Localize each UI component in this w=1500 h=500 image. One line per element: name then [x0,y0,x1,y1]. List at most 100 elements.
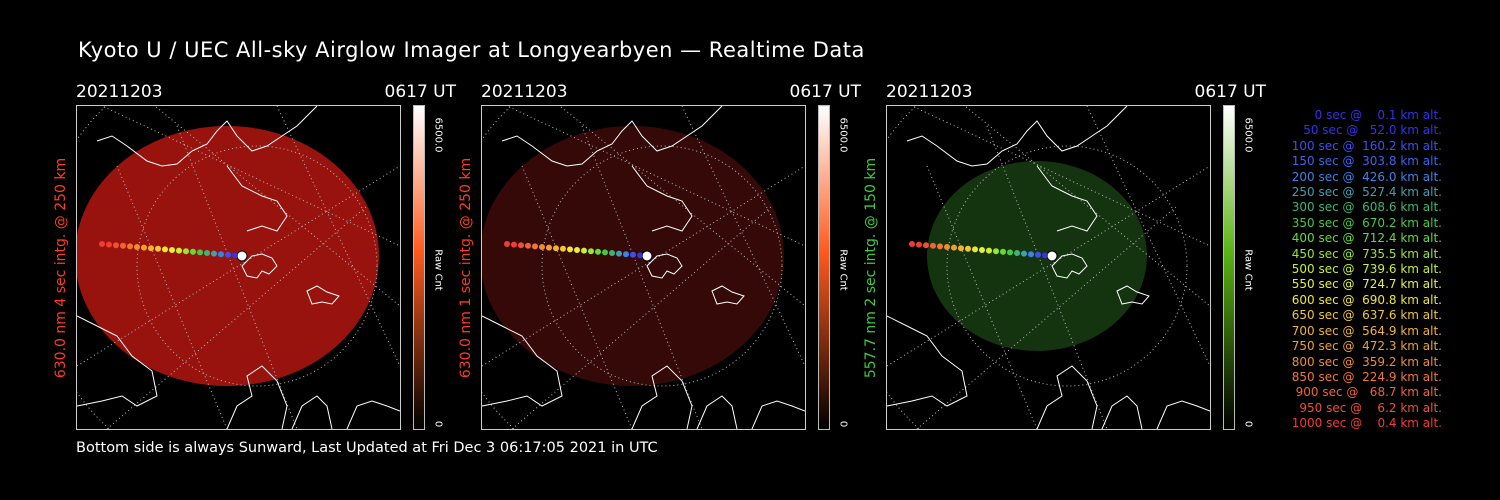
trajectory-point [197,249,203,256]
trajectory-point [162,246,168,253]
trajectory-point [965,245,971,252]
trajectory-point [99,241,105,247]
trajectory-point [944,244,950,250]
panel-time: 0617 UT [789,82,862,102]
trajectory-point [120,242,126,249]
trajectory-point [560,245,566,252]
trajectory-point [930,242,936,249]
colorbar-unit: Raw Cnt [1239,230,1257,310]
latlon-grid [77,106,400,429]
trajectory-point [1021,250,1027,257]
trajectory-point [993,248,999,255]
colorbar-max-text: 6500.0 [1242,117,1254,153]
colorbar-max: 6500.0 [1239,105,1257,165]
trajectory-point [979,247,985,253]
trajectory-point [916,241,922,248]
rocket-trajectory [99,241,248,262]
all-sky-map [886,105,1211,430]
trajectory-point [211,250,217,257]
colorbar-max: 6500.0 [429,105,447,165]
trajectory-legend: 0 sec @ 0.1 km alt. 50 sec @ 52.0 km alt… [1262,108,1442,432]
trajectory-point [623,251,629,258]
trajectory-point [630,251,636,258]
panel-time: 0617 UT [1194,82,1267,102]
trajectory-point [113,242,119,249]
trajectory-point [1000,248,1006,255]
trajectory-point [525,242,531,249]
legend-entry: 1000 sec @ 0.4 km alt. [1291,416,1442,431]
trajectory-point [616,250,622,257]
trajectory-point [958,245,964,252]
trajectory-point [539,244,545,250]
trajectory-point [602,249,608,256]
trajectory-point [1028,251,1034,258]
trajectory-point [986,247,992,254]
trajectory-point [574,247,580,253]
trajectory-point [134,244,140,250]
legend-entry: 450 sec @ 735.5 km alt. [1287,246,1442,261]
legend-entry: 550 sec @ 724.7 km alt. [1287,277,1442,292]
trajectory-point [148,245,154,252]
trajectory-point [1042,252,1048,259]
trajectory-point [183,248,189,255]
trajectory-point [923,242,929,249]
trajectory-point [511,241,517,248]
trajectory-point [581,247,587,254]
legend-entry: 400 sec @ 712.4 km alt. [1287,231,1442,246]
trajectory-point [937,243,943,250]
colorbar-unit-text: Raw Cnt [837,249,849,291]
panel-wavelength-label: 557.7 nm 2 sec intg. @ 150 km [860,105,882,430]
trajectory-point [972,246,978,253]
panel-label-text: 630.0 nm 1 sec intg. @ 250 km [458,157,474,378]
panel-date: 20211203 [76,82,163,102]
legend-entry: 150 sec @ 303.8 km alt. [1287,154,1442,169]
panel-date: 20211203 [481,82,568,102]
coastlines [77,106,400,429]
map-svg [77,106,400,429]
legend-entry: 850 sec @ 224.9 km alt. [1287,369,1442,384]
trajectory-point [546,244,552,251]
colorbar-min-text: 0 [432,420,444,428]
trajectory-point [190,248,196,255]
trajectory-point [553,245,559,252]
trajectory-point [106,241,112,248]
trajectory-point [218,251,224,258]
panel-wavelength-label: 630.0 nm 4 sec intg. @ 250 km [50,105,72,430]
all-sky-map [481,105,806,430]
colorbar [413,105,425,430]
airglow-panel-2: 20211203 0617 UT 630.0 nm 1 sec intg. @ … [458,80,901,440]
colorbar-unit: Raw Cnt [834,230,852,310]
legend-entry: 950 sec @ 6.2 km alt. [1295,400,1442,415]
panel-wavelength-label: 630.0 nm 1 sec intg. @ 250 km [455,105,477,430]
legend-entry: 650 sec @ 637.6 km alt. [1287,308,1442,323]
trajectory-point [169,247,175,253]
coastlines [482,106,805,429]
airglow-panel-3: 20211203 0617 UT 557.7 nm 2 sec intg. @ … [863,80,1306,440]
trajectory-point [637,252,643,259]
colorbar-min: 0 [429,418,447,430]
trajectory-point [1007,249,1013,256]
legend-entry: 500 sec @ 739.6 km alt. [1287,262,1442,277]
trajectory-point [155,245,161,252]
colorbar-max: 6500.0 [834,105,852,165]
colorbar-unit-text: Raw Cnt [432,249,444,291]
colorbar-max-text: 6500.0 [432,117,444,153]
colorbar-min-text: 0 [837,420,849,428]
legend-entry: 100 sec @ 160.2 km alt. [1287,138,1442,153]
colorbar-unit: Raw Cnt [429,230,447,310]
page-title: Kyoto U / UEC All-sky Airglow Imager at … [78,38,865,62]
trajectory-point [504,241,510,247]
map-svg [887,106,1210,429]
trajectory-point [236,250,248,262]
trajectory-point [567,246,573,253]
trajectory-point [909,241,915,247]
colorbar-max-text: 6500.0 [837,117,849,153]
panel-label-text: 630.0 nm 4 sec intg. @ 250 km [53,157,69,378]
trajectory-point [951,244,957,251]
colorbar-min-text: 0 [1242,420,1254,428]
trajectory-point [588,248,594,255]
trajectory-point [532,243,538,250]
legend-entry: 900 sec @ 68.7 km alt. [1291,385,1442,400]
legend-entry: 350 sec @ 670.2 km alt. [1287,215,1442,230]
legend-entry: 200 sec @ 426.0 km alt. [1287,169,1442,184]
